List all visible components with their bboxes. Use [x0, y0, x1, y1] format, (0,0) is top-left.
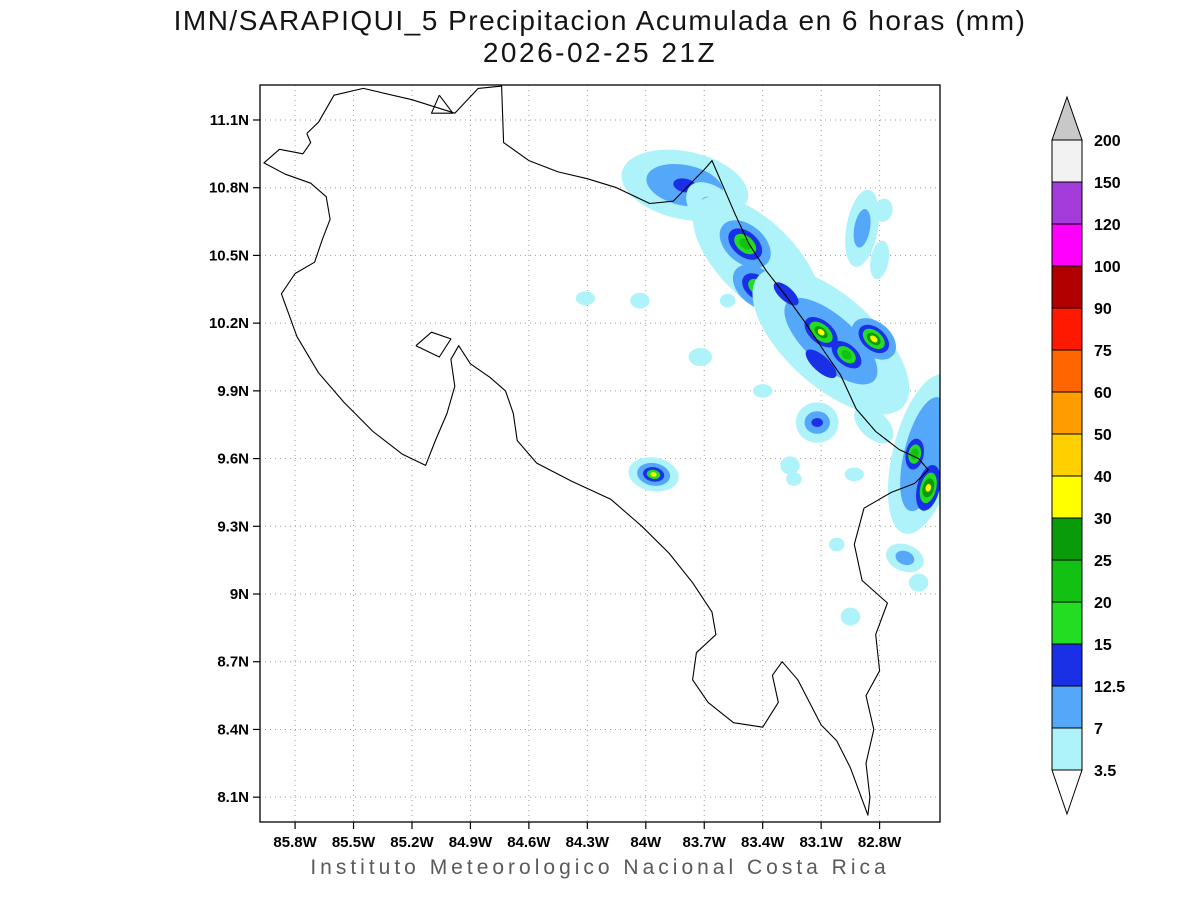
colorbar: 200 150 120 100 90 75 60 50 40 30 25 20 15 12.5 7 3.5	[1051, 95, 1125, 816]
precip-cell	[650, 472, 657, 477]
lat-tick-label: 10.5N	[209, 247, 249, 264]
lon-tick-label: 83.1W	[799, 834, 843, 851]
lon-tick-label: 83.4W	[741, 834, 785, 851]
footer-caption: Instituto Meteorologico Nacional Costa R…	[310, 856, 890, 879]
colorbar-tick-label: 7	[1094, 721, 1103, 738]
colorbar-segment	[1051, 139, 1083, 183]
colorbar-tick-label: 30	[1094, 511, 1112, 528]
precip-cell	[854, 406, 894, 444]
lon-tick-label: 84W	[630, 834, 662, 851]
colorbar-tick-label: 3.5	[1094, 763, 1116, 780]
lon-tick-label: 85.5W	[332, 834, 376, 851]
precip-cell	[630, 292, 650, 309]
precip-cell	[828, 537, 845, 552]
precip-cell	[925, 484, 932, 492]
precip-cell	[688, 348, 712, 366]
lat-tick-label: 9.6N	[217, 451, 249, 468]
page-title: IMN/SARAPIQUI_5 Precipitacion Acumulada …	[173, 5, 1027, 36]
colorbar-tick-label: 75	[1094, 343, 1112, 360]
lat-tick-label: 9.3N	[217, 518, 249, 535]
colorbar-tick-label: 60	[1094, 385, 1112, 402]
lon-tick-label: 84.9W	[449, 834, 493, 851]
colorbar-segment	[1051, 223, 1083, 267]
colorbar-segment	[1051, 727, 1083, 771]
colorbar-segment	[1051, 349, 1083, 393]
colorbar-segment	[1051, 643, 1083, 687]
lon-tick-label: 83.7W	[683, 834, 727, 851]
lon-tick-label: 82.8W	[858, 834, 902, 851]
precip-cell	[840, 607, 861, 626]
lon-tick-label: 84.6W	[507, 834, 551, 851]
plot-frame	[259, 84, 941, 823]
colorbar-above-max-arrow	[1051, 95, 1083, 141]
precip-cell	[870, 335, 878, 343]
lon-tick-label: 85.2W	[390, 834, 434, 851]
graticule	[260, 85, 940, 822]
precip-cell	[811, 418, 823, 427]
page-subtitle: 2026-02-25 21Z	[482, 37, 718, 68]
colorbar-below-min-arrow	[1051, 769, 1083, 816]
colorbar-segment	[1051, 181, 1083, 225]
colorbar-segment	[1051, 517, 1083, 561]
colorbar-tick-label: 40	[1094, 469, 1112, 486]
precip-cell	[780, 456, 800, 475]
colorbar-tick-label: 200	[1094, 133, 1121, 150]
precip-cell	[874, 198, 893, 222]
colorbar-tick-label: 100	[1094, 259, 1121, 276]
colorbar-segment	[1051, 601, 1083, 645]
lat-tick-label: 8.7N	[217, 654, 249, 671]
colorbar-segment	[1051, 265, 1083, 309]
colorbar-segment	[1051, 559, 1083, 603]
axis-labels: 11.1N 10.8N 10.5N 10.2N 9.9N 9.6N 9.3N 9N 8.7N 8.…	[209, 112, 902, 851]
precip-cell	[910, 448, 919, 460]
lon-tick-label: 85.8W	[273, 834, 317, 851]
lat-tick-label: 10.2N	[209, 315, 249, 332]
colorbar-tick-label: 150	[1094, 175, 1121, 192]
colorbar-tick-label: 25	[1094, 553, 1112, 570]
colorbar-segment	[1051, 307, 1083, 351]
colorbar-tick-label: 15	[1094, 637, 1112, 654]
lat-tick-label: 8.1N	[217, 789, 249, 806]
precip-cell	[753, 384, 773, 398]
precip-cell	[817, 328, 825, 336]
colorbar-tick-label: 120	[1094, 217, 1121, 234]
lat-tick-label: 10.8N	[209, 180, 249, 197]
lat-tick-label: 11.1N	[210, 112, 249, 129]
precip-cell	[908, 573, 929, 592]
precipitation-shading	[575, 149, 940, 626]
precip-cell	[786, 472, 802, 486]
lat-tick-label: 9.9N	[217, 383, 249, 400]
lat-tick-label: 8.4N	[217, 721, 249, 738]
lat-tick-label: 9N	[230, 586, 249, 603]
precip-cell	[853, 209, 871, 248]
colorbar-segment	[1051, 391, 1083, 435]
precipitation-map: 11.1N 10.8N 10.5N 10.2N 9.9N 9.6N 9.3N 9N 8.7N 8.…	[209, 84, 941, 851]
precip-cell	[900, 397, 940, 512]
precip-cell	[719, 293, 736, 308]
precip-cell	[844, 467, 864, 482]
lon-tick-label: 84.3W	[566, 834, 610, 851]
precip-cell	[895, 550, 915, 566]
colorbar-segment	[1051, 433, 1083, 477]
precip-cell	[841, 349, 852, 360]
colorbar-tick-label: 50	[1094, 427, 1112, 444]
precip-cell	[575, 291, 596, 306]
axis-ticks	[253, 119, 881, 829]
colorbar-tick-label: 90	[1094, 301, 1112, 318]
precip-cell	[805, 349, 837, 379]
colorbar-segment	[1051, 685, 1083, 729]
colorbar-segment	[1051, 475, 1083, 519]
precip-cell	[870, 240, 890, 280]
coastline	[263, 85, 929, 816]
colorbar-tick-label: 20	[1094, 595, 1112, 612]
colorbar-tick-label: 12.5	[1094, 679, 1125, 696]
